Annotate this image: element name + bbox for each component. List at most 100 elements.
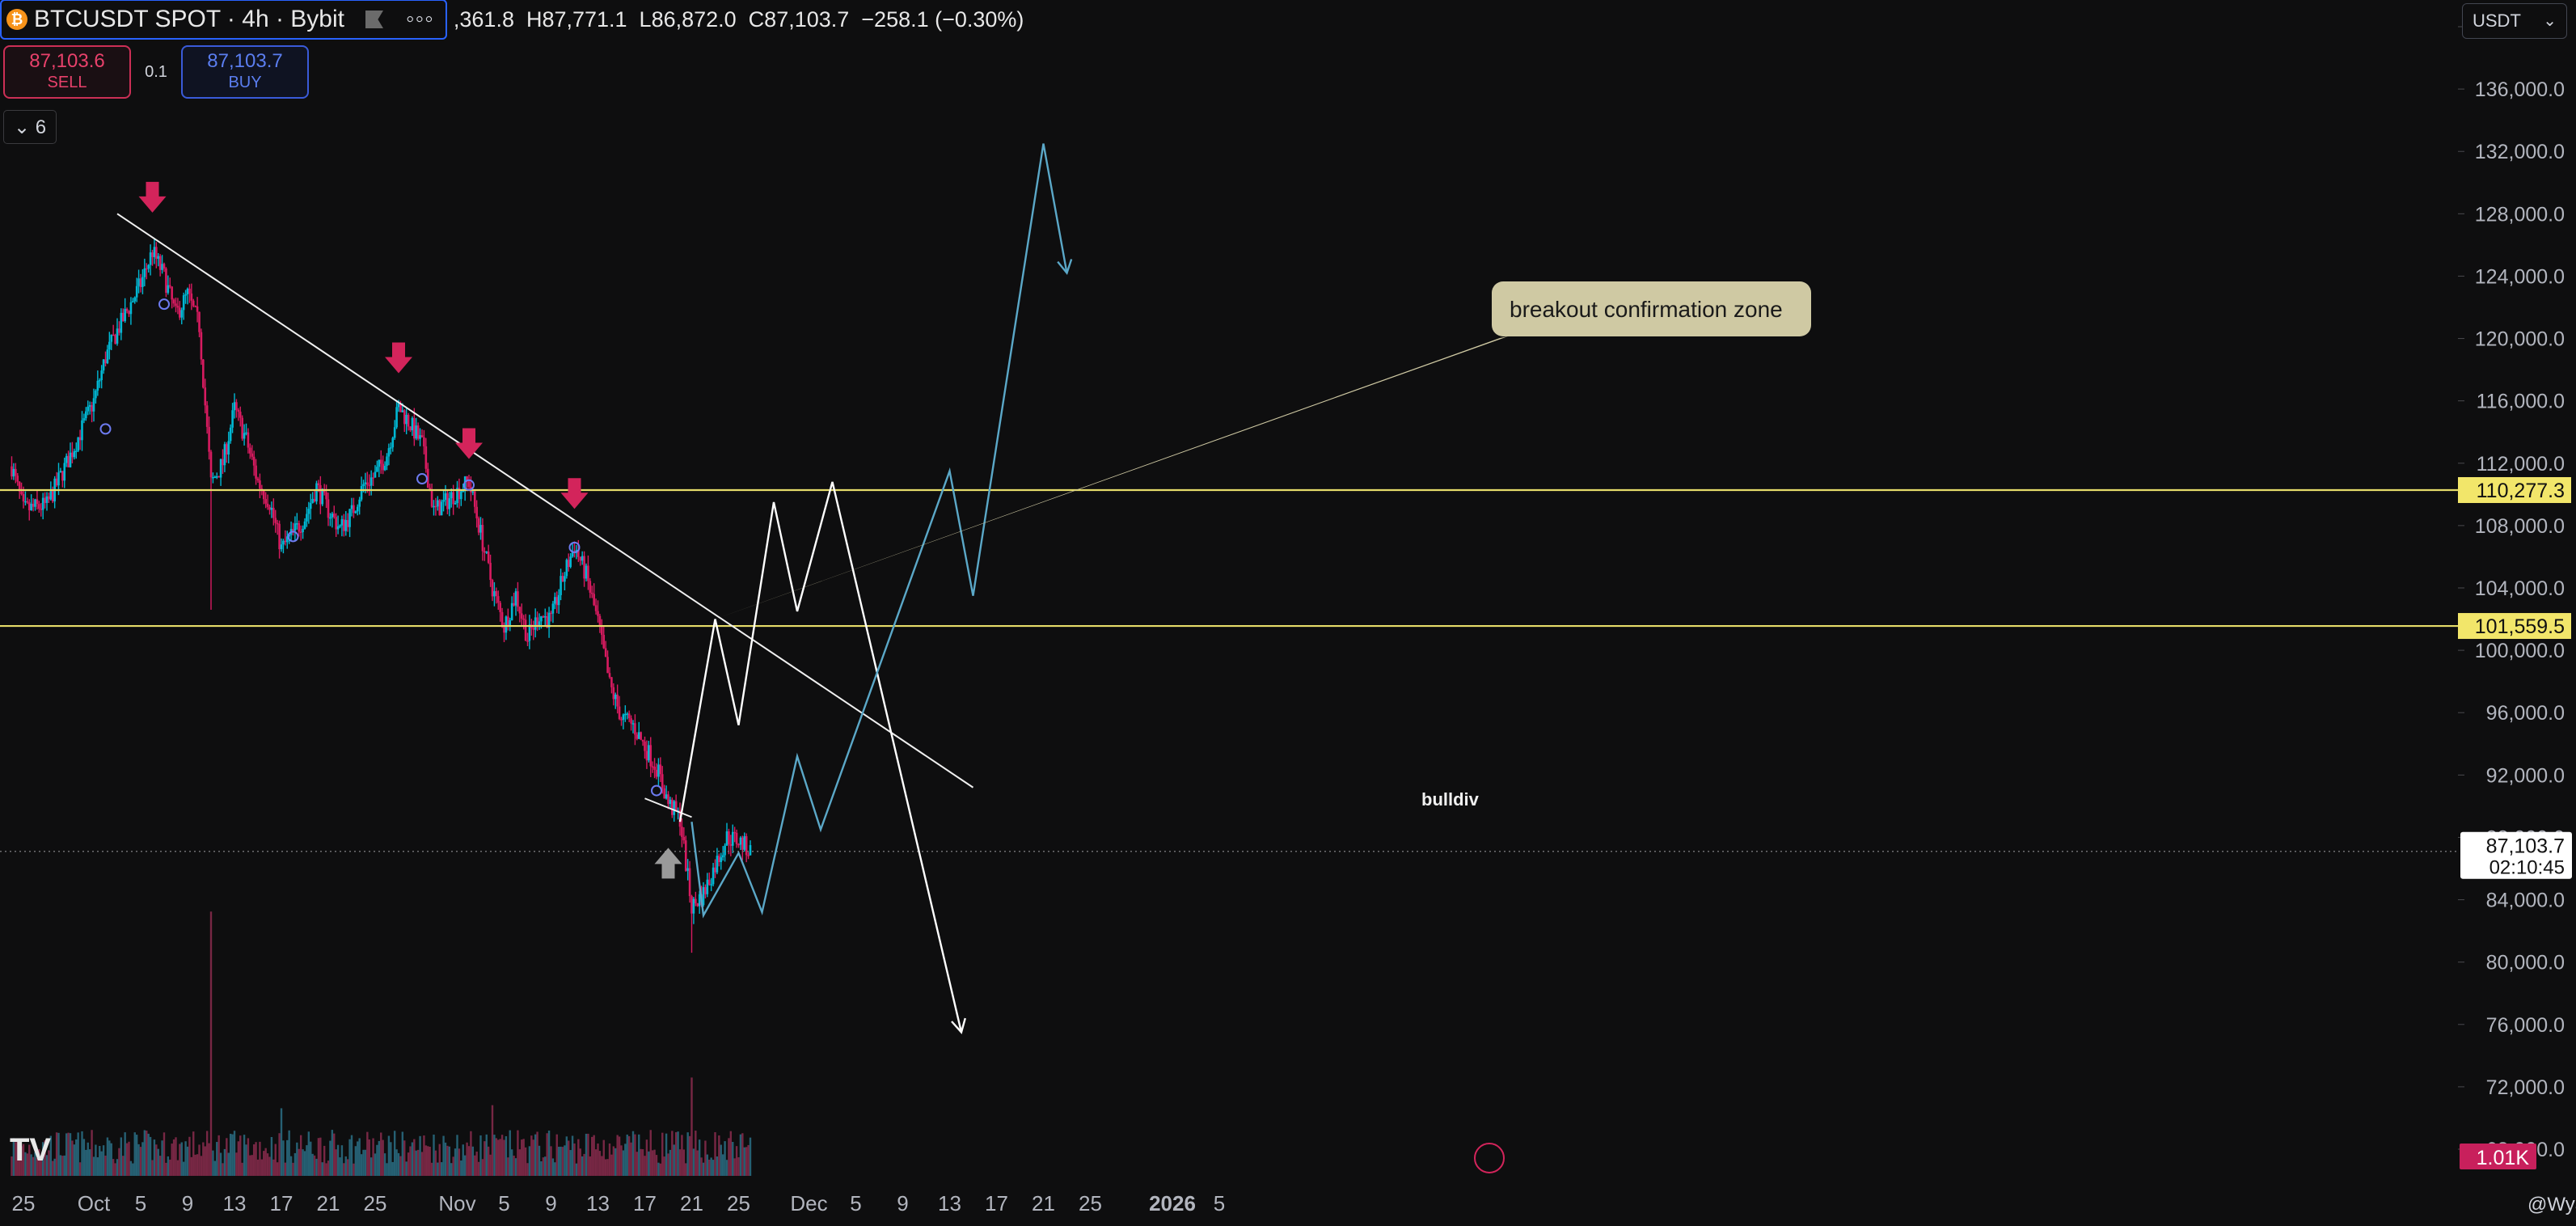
- time-axis-label: 5: [850, 1191, 861, 1215]
- candle-body: [285, 536, 289, 543]
- candle-body: [692, 898, 695, 914]
- volume-bar: [239, 1135, 242, 1176]
- volume-bar: [437, 1162, 439, 1176]
- candle-body: [315, 483, 318, 501]
- volume-bar: [147, 1133, 150, 1176]
- volume-bar: [682, 1149, 686, 1176]
- volume-bar: [32, 1156, 35, 1176]
- volume-bar: [104, 1155, 107, 1176]
- volume-bar: [692, 1148, 695, 1176]
- candle-body: [382, 463, 384, 471]
- volume-bar: [78, 1162, 82, 1176]
- chevron-down-icon: ⌄: [2543, 12, 2557, 30]
- symbol-selector[interactable]: ₿ BTCUSDT SPOT · 4h · Bybit ◦◦◦: [0, 0, 447, 40]
- time-axis-label: 13: [586, 1191, 610, 1215]
- candle-body: [340, 519, 344, 526]
- candle-body: [634, 723, 636, 735]
- candle-body: [196, 306, 199, 312]
- volume-bar: [182, 1161, 185, 1176]
- more-options-icon[interactable]: ◦◦◦: [405, 6, 434, 32]
- candle-body: [153, 247, 156, 257]
- candle-body: [239, 412, 242, 418]
- candle-body: [542, 616, 545, 618]
- signal-circle: [158, 298, 170, 311]
- volume-bar: [620, 1145, 623, 1176]
- candle-body: [129, 302, 133, 315]
- candle-body: [118, 328, 120, 333]
- buy-button[interactable]: 87,103.7 BUY: [181, 45, 309, 99]
- order-quantity[interactable]: 0.1: [145, 62, 167, 81]
- candle-body: [229, 427, 232, 442]
- candle-body: [442, 500, 445, 502]
- indicators-toggle[interactable]: ⌄ 6: [3, 110, 57, 144]
- volume-bar: [176, 1160, 179, 1176]
- volume-bar: [99, 1145, 101, 1176]
- candle-body: [186, 288, 189, 294]
- candle-body: [624, 713, 627, 716]
- candle-body: [416, 425, 420, 439]
- candle-body: [631, 723, 635, 725]
- candle-body: [344, 520, 348, 531]
- candle-body: [51, 491, 54, 501]
- time-axis-label: 21: [1032, 1191, 1055, 1215]
- bitcoin-icon: ₿: [6, 9, 27, 30]
- volume-bar: [266, 1153, 269, 1176]
- candle-body: [319, 484, 322, 505]
- projection-white: [678, 481, 963, 1033]
- candle-body: [74, 450, 78, 452]
- candle-body: [696, 903, 699, 907]
- candle-body: [27, 502, 31, 510]
- flag-icon[interactable]: [365, 11, 383, 28]
- candle-body: [551, 603, 555, 614]
- volume-bar: [139, 1147, 142, 1176]
- currency-selector[interactable]: USDT ⌄: [2462, 3, 2567, 39]
- candle-body: [168, 285, 171, 287]
- signal-circle: [99, 423, 112, 435]
- candle-body: [485, 551, 488, 553]
- volume-bar: [378, 1140, 381, 1176]
- currency-label: USDT: [2473, 11, 2521, 31]
- volume-bar: [81, 1131, 83, 1176]
- candle-body: [636, 734, 639, 739]
- candle-body: [335, 517, 337, 530]
- candle-body: [91, 405, 93, 412]
- candle-body: [298, 522, 301, 532]
- volume-bar: [720, 1144, 722, 1176]
- volume-bar: [208, 1143, 210, 1176]
- volume-bar: [65, 1133, 68, 1176]
- volume-bar: [331, 1130, 334, 1176]
- volume-bar: [20, 1146, 23, 1176]
- volume-bar: [336, 1144, 340, 1176]
- candle-body: [612, 687, 615, 700]
- time-axis-label: 13: [938, 1191, 961, 1215]
- candle-body: [424, 446, 428, 469]
- candle-body: [379, 459, 382, 464]
- volume-bar: [550, 1146, 552, 1176]
- candle-body: [743, 835, 746, 850]
- candle-body: [114, 335, 116, 344]
- candle-body: [141, 277, 144, 287]
- volume-bar: [587, 1133, 589, 1176]
- candle-body: [313, 498, 316, 501]
- candle-body: [176, 306, 179, 308]
- candle-body: [419, 435, 421, 439]
- callout-pointer: [715, 336, 1508, 619]
- volume-bar: [415, 1150, 417, 1176]
- volume-bar: [733, 1158, 736, 1176]
- volume-bar: [634, 1134, 636, 1176]
- volume-bar: [557, 1147, 560, 1176]
- volume-bar: [171, 1144, 173, 1176]
- volume-bar: [657, 1162, 660, 1176]
- volume-bar: [434, 1150, 437, 1176]
- candle-body: [303, 521, 306, 529]
- volume-bar: [374, 1153, 377, 1176]
- volume-bar: [146, 1131, 148, 1176]
- volume-bar: [299, 1135, 302, 1176]
- volume-bar: [598, 1151, 602, 1176]
- candle-body: [484, 551, 486, 553]
- sell-button[interactable]: 87,103.6 SELL: [3, 45, 131, 99]
- volume-bar: [38, 1149, 40, 1176]
- volume-bar: [241, 1162, 243, 1176]
- volume-bar: [245, 1144, 247, 1176]
